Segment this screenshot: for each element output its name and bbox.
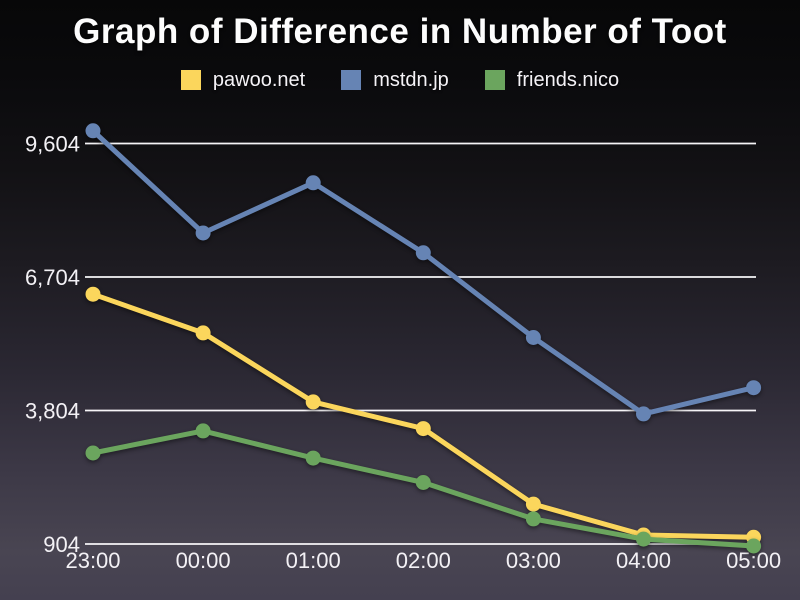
x-axis-tick-label: 03:00 — [506, 548, 561, 573]
series-friends.nico — [85, 423, 762, 554]
y-axis-tick-label: 9,604 — [25, 132, 80, 157]
data-point-pawoo.net — [195, 325, 211, 341]
legend-label: mstdn.jp — [373, 68, 449, 91]
data-point-mstdn.jp — [636, 406, 651, 422]
data-point-friends.nico — [636, 531, 651, 547]
data-point-pawoo.net — [305, 394, 321, 410]
data-point-friends.nico — [525, 511, 541, 527]
x-axis-tick-label: 00:00 — [176, 548, 231, 573]
y-axis-tick-label: 3,804 — [25, 399, 80, 424]
data-point-mstdn.jp — [525, 330, 541, 345]
x-axis-tick-label: 23:00 — [65, 548, 120, 573]
data-point-friends.nico — [85, 445, 101, 461]
legend-swatch-icon — [180, 70, 201, 90]
data-point-mstdn.jp — [415, 245, 431, 261]
data-point-mstdn.jp — [85, 123, 101, 139]
chart-title: Graph of Difference in Number of Toot — [73, 12, 727, 51]
data-point-mstdn.jp — [195, 225, 211, 241]
legend-swatch-icon — [341, 70, 362, 90]
data-point-friends.nico — [195, 423, 211, 439]
data-point-pawoo.net — [415, 421, 431, 437]
x-axis-tick-label: 04:00 — [616, 548, 671, 573]
legend-item-pawoo.net: pawoo.net — [180, 68, 306, 92]
series-pawoo.net — [85, 286, 762, 545]
y-axis-tick-label: 904 — [43, 532, 80, 557]
legend-item-friends.nico: friends.nico — [484, 68, 620, 92]
series-line-pawoo.net — [90, 291, 757, 540]
legend-item-mstdn.jp: mstdn.jp — [341, 69, 449, 92]
data-point-pawoo.net — [85, 286, 101, 302]
data-point-friends.nico — [305, 450, 321, 466]
series-mstdn.jp — [85, 123, 762, 422]
legend-swatch-icon — [484, 70, 505, 90]
data-point-mstdn.jp — [305, 175, 321, 191]
legend-label: friends.nico — [516, 68, 620, 91]
data-point-mstdn.jp — [746, 380, 762, 396]
data-point-friends.nico — [415, 475, 431, 490]
chart-legend: pawoo.net mstdn.jp friends.nico — [0, 66, 800, 94]
data-point-pawoo.net — [525, 496, 541, 512]
y-axis-tick-label: 6,704 — [25, 265, 80, 290]
x-axis-tick-label: 01:00 — [286, 548, 341, 573]
x-axis-tick-label: 02:00 — [396, 548, 451, 573]
series-line-mstdn.jp — [90, 128, 757, 417]
data-point-friends.nico — [746, 538, 762, 554]
legend-label: pawoo.net — [212, 68, 306, 91]
